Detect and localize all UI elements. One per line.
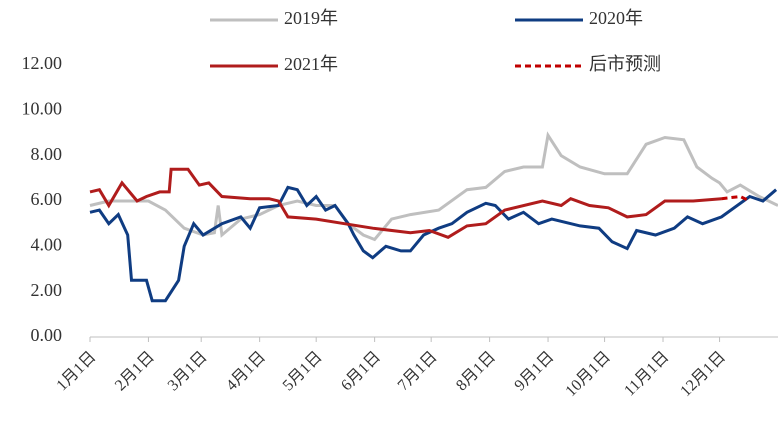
x-tick-label: 12月1日 bbox=[677, 348, 729, 400]
x-tick-label: 11月1日 bbox=[621, 348, 672, 399]
x-tick-label: 2月1日 bbox=[112, 348, 158, 394]
y-tick-label: 6.00 bbox=[31, 189, 63, 209]
x-tick-label: 8月1日 bbox=[453, 348, 499, 394]
x-tick-label: 7月1日 bbox=[395, 348, 441, 394]
y-tick-label: 10.00 bbox=[22, 98, 63, 118]
y-tick-label: 2.00 bbox=[31, 280, 63, 300]
series-line bbox=[89, 185, 778, 303]
legend-label: 2021年 bbox=[284, 54, 338, 74]
x-tick-label: 6月1日 bbox=[338, 348, 384, 394]
legend-label: 2020年 bbox=[589, 8, 643, 28]
legend-label: 后市预测 bbox=[589, 54, 661, 74]
legend-label: 2019年 bbox=[284, 8, 338, 28]
y-tick-label: 12.00 bbox=[22, 53, 63, 73]
y-tick-label: 8.00 bbox=[31, 144, 63, 164]
x-tick-label: 4月1日 bbox=[223, 348, 269, 394]
y-tick-label: 0.00 bbox=[31, 325, 63, 345]
x-tick-label: 9月1日 bbox=[511, 348, 557, 394]
series-line bbox=[89, 167, 722, 239]
series-line bbox=[89, 131, 778, 242]
x-tick-label: 3月1日 bbox=[165, 348, 211, 394]
x-tick-label: 1月1日 bbox=[53, 348, 99, 394]
y-tick-label: 4.00 bbox=[31, 234, 63, 254]
x-tick-label: 10月1日 bbox=[562, 348, 614, 400]
series-line bbox=[721, 194, 751, 203]
x-tick-label: 5月1日 bbox=[280, 348, 326, 394]
